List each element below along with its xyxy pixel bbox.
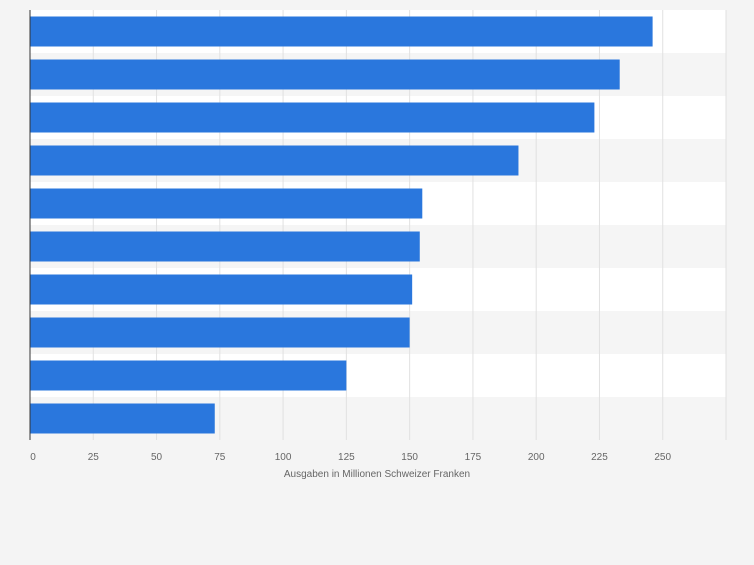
x-tick-label: 100	[275, 452, 292, 463]
x-tick-label: 75	[214, 452, 226, 463]
bar	[30, 403, 215, 434]
bar	[30, 231, 420, 262]
bar	[30, 16, 653, 47]
x-tick-labels: 0 25 50 75 100 125 150 175 200 225 250	[30, 452, 671, 463]
bar	[30, 360, 347, 391]
x-tick-label: 150	[401, 452, 418, 463]
bar	[30, 274, 413, 305]
x-tick-label: 125	[338, 452, 355, 463]
x-tick-label: 50	[151, 452, 163, 463]
bar	[30, 145, 519, 176]
bar	[30, 102, 595, 133]
x-axis-title: Ausgaben in Millionen Schweizer Franken	[284, 469, 470, 480]
x-tick-label: 250	[654, 452, 671, 463]
bar	[30, 59, 620, 90]
bar	[30, 317, 410, 348]
x-tick-label: 0	[30, 452, 36, 463]
bars	[30, 16, 653, 434]
x-tick-label: 25	[88, 452, 100, 463]
x-tick-label: 200	[528, 452, 545, 463]
bar	[30, 188, 423, 219]
x-tick-label: 175	[465, 452, 482, 463]
x-tick-label: 225	[591, 452, 608, 463]
